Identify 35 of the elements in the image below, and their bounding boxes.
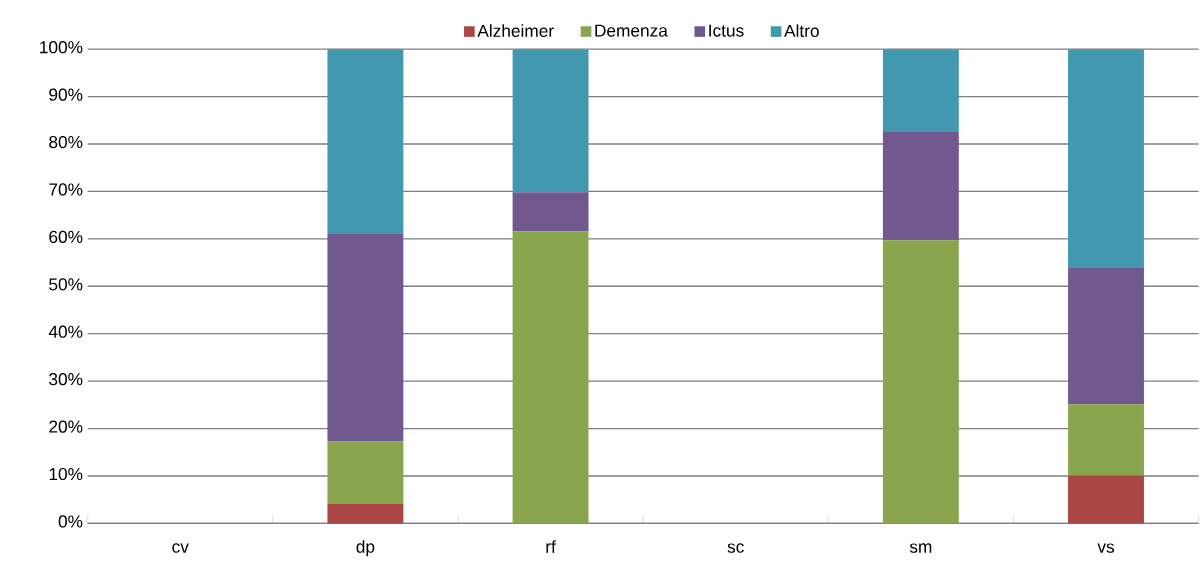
x-tick-label: sc — [727, 543, 744, 553]
bar — [327, 234, 404, 442]
y-tick-label: 30% — [49, 373, 83, 386]
bar — [882, 240, 959, 524]
legend-label: Demenza — [595, 24, 668, 37]
y-tick-label: 50% — [49, 278, 83, 291]
bar — [882, 131, 959, 241]
y-tick-label: 90% — [49, 88, 83, 101]
x-tick-label: sm — [909, 543, 932, 553]
y-tick-label: 100% — [40, 41, 83, 54]
y-tick-label: 20% — [49, 420, 83, 433]
bar — [512, 231, 589, 524]
bar — [327, 441, 404, 504]
y-tick-label: 0% — [58, 515, 83, 528]
y-tick-label: 70% — [49, 183, 83, 196]
bar — [512, 49, 589, 193]
bar — [1068, 267, 1144, 405]
y-tick-label: 40% — [48, 325, 83, 338]
y-tick-label: 60% — [49, 230, 83, 244]
bar — [1068, 404, 1144, 476]
x-tick-label: vs — [1097, 543, 1115, 553]
bar — [1068, 49, 1144, 268]
bar — [1068, 475, 1144, 524]
legend-label: Alzheimer — [477, 24, 554, 38]
bar — [327, 49, 404, 235]
x-tick-label: cv — [172, 543, 189, 553]
bar — [512, 192, 589, 232]
legend-label: Altro — [784, 24, 819, 38]
legend-label: Ictus — [709, 24, 744, 37]
x-tick-label: rf — [546, 540, 556, 553]
bar — [882, 49, 959, 132]
y-tick-label: 10% — [49, 467, 83, 481]
y-tick-label: 80% — [49, 135, 83, 149]
x-tick-label: dp — [356, 540, 375, 557]
bar — [327, 503, 404, 524]
